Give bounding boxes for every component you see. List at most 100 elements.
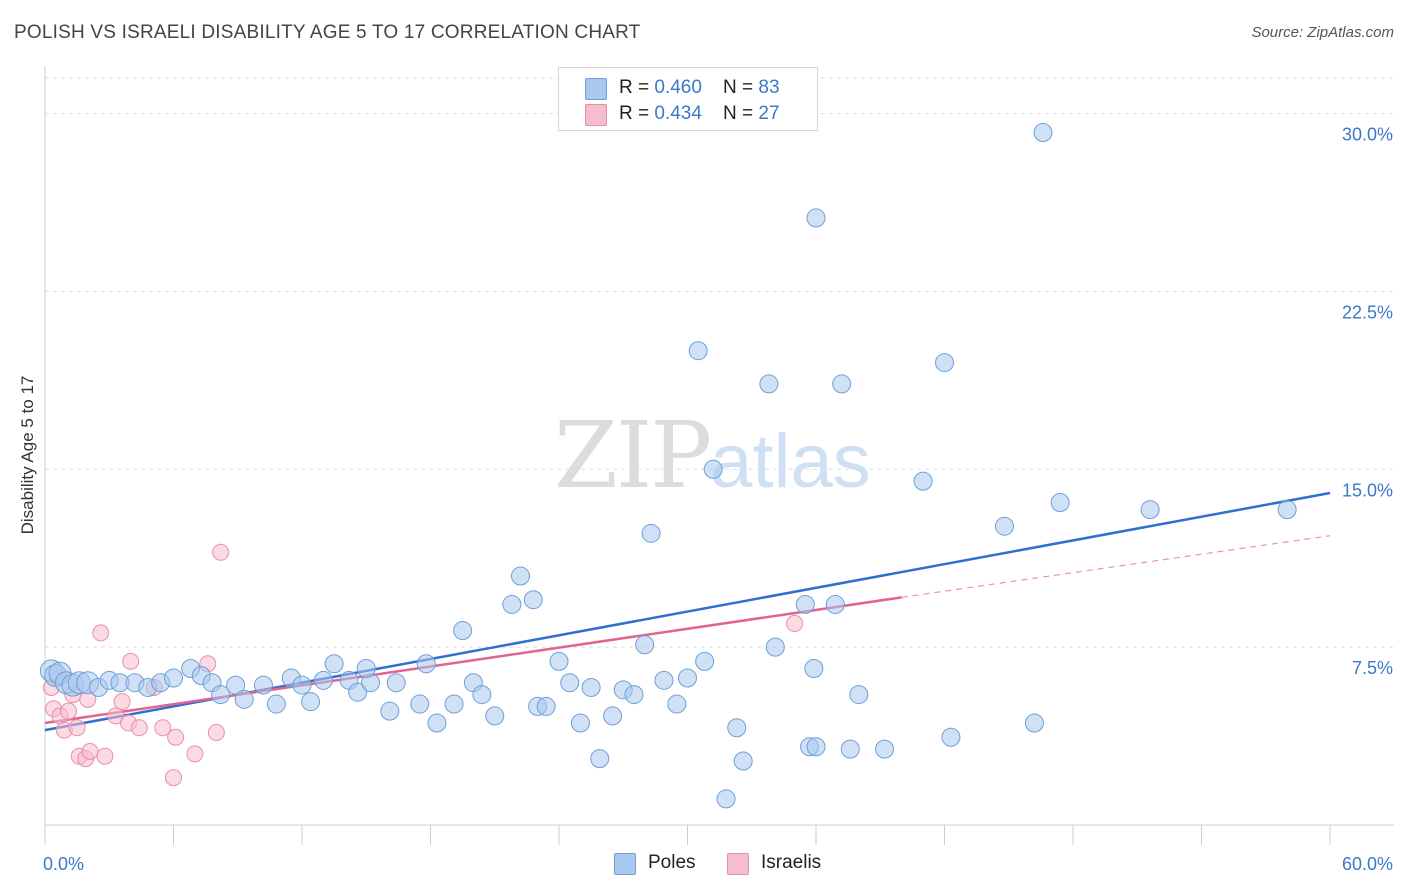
poles-point bbox=[667, 694, 687, 714]
poles-point bbox=[832, 374, 852, 394]
poles-point bbox=[348, 682, 368, 702]
chart-title: POLISH VS ISRAELI DISABILITY AGE 5 TO 17… bbox=[14, 22, 641, 43]
watermark: ZIPatlas bbox=[554, 402, 871, 509]
poles-point bbox=[1024, 713, 1044, 733]
poles-point bbox=[765, 637, 785, 657]
axis-layer bbox=[44, 66, 1394, 845]
poles-point bbox=[804, 658, 824, 678]
poles-point bbox=[472, 685, 492, 705]
x-tick-label-min: 0.0% bbox=[43, 854, 84, 874]
poles-point bbox=[410, 694, 430, 714]
poles-point bbox=[581, 677, 601, 697]
poles-point bbox=[211, 685, 231, 705]
poles-n-value: 83 bbox=[758, 77, 780, 98]
tick-label-layer: 7.5% 15.0% 22.5% 30.0% 0.0% 60.0% bbox=[43, 125, 1393, 874]
poles-point bbox=[510, 566, 530, 586]
poles-point bbox=[253, 675, 273, 695]
poles-point bbox=[913, 471, 933, 491]
watermark-atlas: atlas bbox=[710, 419, 871, 504]
poles-point bbox=[688, 341, 708, 361]
poles-point bbox=[560, 673, 580, 693]
legend-poles-text: R = 0.460 N = 83 bbox=[619, 77, 780, 99]
watermark-zip: ZIP bbox=[554, 402, 712, 509]
y-tick-label: 30.0% bbox=[1342, 125, 1393, 145]
israelis-swatch bbox=[585, 104, 607, 126]
israelis-point bbox=[113, 693, 131, 711]
poles-point bbox=[226, 675, 246, 695]
poles-point bbox=[301, 692, 321, 712]
israelis-n-label: N = bbox=[723, 103, 759, 124]
israelis-trend-extension bbox=[901, 535, 1331, 598]
y-tick-label: 15.0% bbox=[1342, 480, 1393, 500]
poles-point bbox=[1140, 500, 1160, 520]
poles-point bbox=[635, 635, 655, 655]
poles-point bbox=[356, 658, 376, 678]
poles-point bbox=[523, 590, 543, 610]
poles-point bbox=[266, 694, 286, 714]
poles-point bbox=[603, 706, 623, 726]
israelis-trend-line bbox=[44, 596, 902, 725]
poles-point bbox=[759, 374, 779, 394]
poles-point bbox=[427, 713, 447, 733]
poles-point bbox=[727, 718, 747, 738]
israelis-point bbox=[167, 728, 185, 746]
correlation-legend: R = 0.460 N = 83 R = 0.434 N = 27 bbox=[558, 67, 818, 131]
poles-point bbox=[624, 685, 644, 705]
israelis-point bbox=[207, 724, 225, 742]
poles-point bbox=[590, 749, 610, 769]
poles-point bbox=[825, 594, 845, 614]
poles-point bbox=[806, 737, 826, 757]
poles-point bbox=[733, 751, 753, 771]
israelis-r-value: 0.434 bbox=[654, 103, 702, 124]
x-tick-label-max: 60.0% bbox=[1342, 854, 1393, 874]
israelis-point bbox=[212, 543, 230, 561]
poles-point bbox=[941, 727, 961, 747]
bottom-poles-swatch bbox=[614, 853, 636, 875]
poles-point bbox=[386, 673, 406, 693]
bottom-israelis-swatch bbox=[727, 853, 749, 875]
poles-point bbox=[806, 208, 826, 228]
israelis-r-label: R = bbox=[619, 103, 655, 124]
poles-point bbox=[935, 353, 954, 373]
poles-point bbox=[536, 696, 556, 716]
israelis-point bbox=[130, 719, 148, 737]
poles-point bbox=[1050, 492, 1070, 512]
chart-source: Source: ZipAtlas.com bbox=[1251, 24, 1394, 41]
poles-r-label: R = bbox=[619, 77, 655, 98]
poles-point bbox=[453, 621, 473, 641]
poles-point bbox=[654, 670, 674, 690]
poles-point bbox=[416, 654, 436, 674]
poles-r-value: 0.460 bbox=[654, 77, 702, 98]
israelis-point bbox=[92, 624, 110, 642]
poles-point bbox=[716, 789, 736, 809]
israelis-point bbox=[60, 702, 78, 720]
poles-point bbox=[380, 701, 400, 721]
poles-point bbox=[1277, 500, 1297, 520]
poles-point bbox=[849, 685, 869, 705]
y-tick-label: 22.5% bbox=[1342, 302, 1393, 322]
y-tick-label: 7.5% bbox=[1352, 658, 1393, 678]
poles-point bbox=[292, 675, 312, 695]
poles-point bbox=[840, 739, 860, 759]
points-layer bbox=[39, 123, 1297, 809]
poles-point bbox=[641, 523, 661, 543]
poles-point bbox=[485, 706, 505, 726]
poles-point bbox=[695, 651, 715, 671]
poles-point bbox=[994, 516, 1014, 536]
poles-point bbox=[502, 594, 522, 614]
bottom-poles-label: Poles bbox=[648, 852, 696, 873]
bottom-israelis-label: Israelis bbox=[761, 852, 822, 873]
poles-point bbox=[703, 459, 723, 479]
poles-point bbox=[324, 654, 344, 674]
israelis-point bbox=[165, 769, 182, 787]
poles-point bbox=[1033, 123, 1053, 143]
poles-point bbox=[164, 668, 183, 688]
israelis-point bbox=[186, 745, 204, 763]
israelis-point bbox=[786, 614, 804, 632]
poles-point bbox=[795, 594, 815, 614]
poles-point bbox=[444, 694, 464, 714]
israelis-point bbox=[122, 652, 140, 670]
poles-point bbox=[549, 651, 569, 671]
poles-point bbox=[875, 739, 895, 759]
